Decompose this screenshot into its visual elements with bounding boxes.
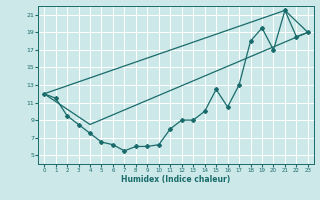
- X-axis label: Humidex (Indice chaleur): Humidex (Indice chaleur): [121, 175, 231, 184]
